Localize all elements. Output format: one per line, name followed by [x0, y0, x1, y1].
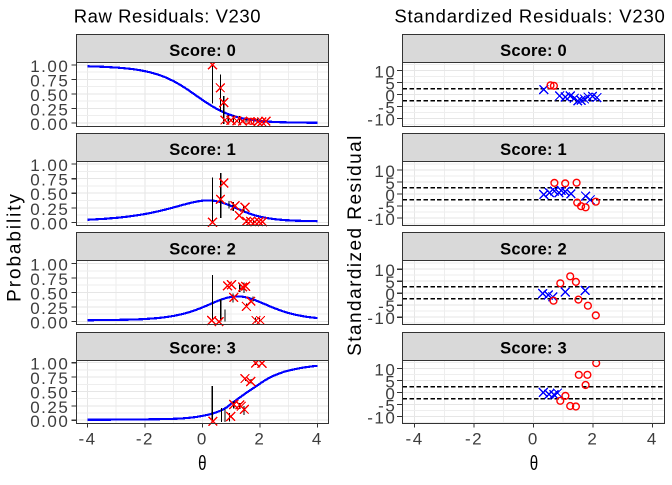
svg-text:10: 10: [374, 162, 396, 181]
svg-text:Standardized Residual: Standardized Residual: [345, 134, 366, 356]
svg-text:0.25: 0.25: [30, 299, 69, 318]
svg-text:θ: θ: [530, 452, 538, 475]
svg-text:0.50: 0.50: [30, 86, 69, 105]
svg-text:0.75: 0.75: [30, 71, 69, 90]
svg-text:2: 2: [587, 430, 598, 449]
svg-text:Score: 1: Score: 1: [500, 141, 567, 159]
svg-text:0.25: 0.25: [30, 398, 69, 417]
svg-text:0.75: 0.75: [30, 369, 69, 388]
svg-text:-2: -2: [465, 430, 483, 449]
svg-text:-5: -5: [378, 198, 396, 217]
svg-text:-2: -2: [136, 430, 154, 449]
svg-text:0: 0: [385, 285, 396, 304]
svg-text:-5: -5: [378, 99, 396, 118]
svg-text:0.00: 0.00: [30, 314, 69, 333]
svg-text:0.75: 0.75: [30, 171, 69, 190]
svg-text:Standardized Residuals: V230: Standardized Residuals: V230: [394, 6, 665, 27]
svg-text:5: 5: [385, 372, 396, 391]
svg-text:2: 2: [254, 430, 265, 449]
svg-text:Score: 2: Score: 2: [500, 240, 567, 258]
svg-text:0: 0: [385, 384, 396, 403]
svg-text:Score: 3: Score: 3: [169, 340, 236, 358]
svg-text:-10: -10: [367, 111, 396, 130]
svg-text:0.00: 0.00: [30, 214, 69, 233]
svg-text:4: 4: [312, 430, 323, 449]
svg-text:θ: θ: [198, 452, 206, 475]
svg-text:5: 5: [385, 273, 396, 292]
svg-text:0: 0: [528, 430, 539, 449]
svg-text:0: 0: [385, 87, 396, 106]
svg-text:0.25: 0.25: [30, 200, 69, 219]
svg-text:4: 4: [647, 430, 658, 449]
svg-text:-10: -10: [367, 210, 396, 229]
svg-text:5: 5: [385, 75, 396, 94]
svg-text:10: 10: [374, 360, 396, 379]
svg-text:-10: -10: [367, 408, 396, 427]
svg-text:Score: 1: Score: 1: [169, 141, 236, 159]
svg-text:0.50: 0.50: [30, 185, 69, 204]
svg-text:10: 10: [374, 63, 396, 82]
svg-text:0.50: 0.50: [30, 383, 69, 402]
svg-text:0.00: 0.00: [30, 115, 69, 134]
svg-text:0: 0: [197, 430, 208, 449]
svg-text:-5: -5: [378, 396, 396, 415]
svg-text:10: 10: [374, 261, 396, 280]
svg-text:Probability: Probability: [5, 192, 26, 302]
svg-text:-5: -5: [378, 297, 396, 316]
svg-text:-4: -4: [78, 430, 96, 449]
svg-text:-10: -10: [367, 309, 396, 328]
svg-text:1.00: 1.00: [30, 355, 69, 374]
svg-text:Score: 0: Score: 0: [500, 42, 567, 60]
svg-text:0: 0: [385, 186, 396, 205]
svg-text:-4: -4: [406, 430, 424, 449]
svg-text:Score: 2: Score: 2: [169, 240, 236, 258]
svg-text:Raw Residuals: V230: Raw Residuals: V230: [74, 6, 261, 27]
svg-text:0.75: 0.75: [30, 270, 69, 289]
svg-text:0.25: 0.25: [30, 101, 69, 120]
svg-text:0.00: 0.00: [30, 412, 69, 431]
svg-text:1.00: 1.00: [30, 256, 69, 275]
svg-text:1.00: 1.00: [30, 156, 69, 175]
svg-text:Score: 0: Score: 0: [169, 42, 236, 60]
svg-text:1.00: 1.00: [30, 57, 69, 76]
svg-text:0.50: 0.50: [30, 285, 69, 304]
svg-text:5: 5: [385, 174, 396, 193]
svg-text:Score: 3: Score: 3: [500, 340, 567, 358]
